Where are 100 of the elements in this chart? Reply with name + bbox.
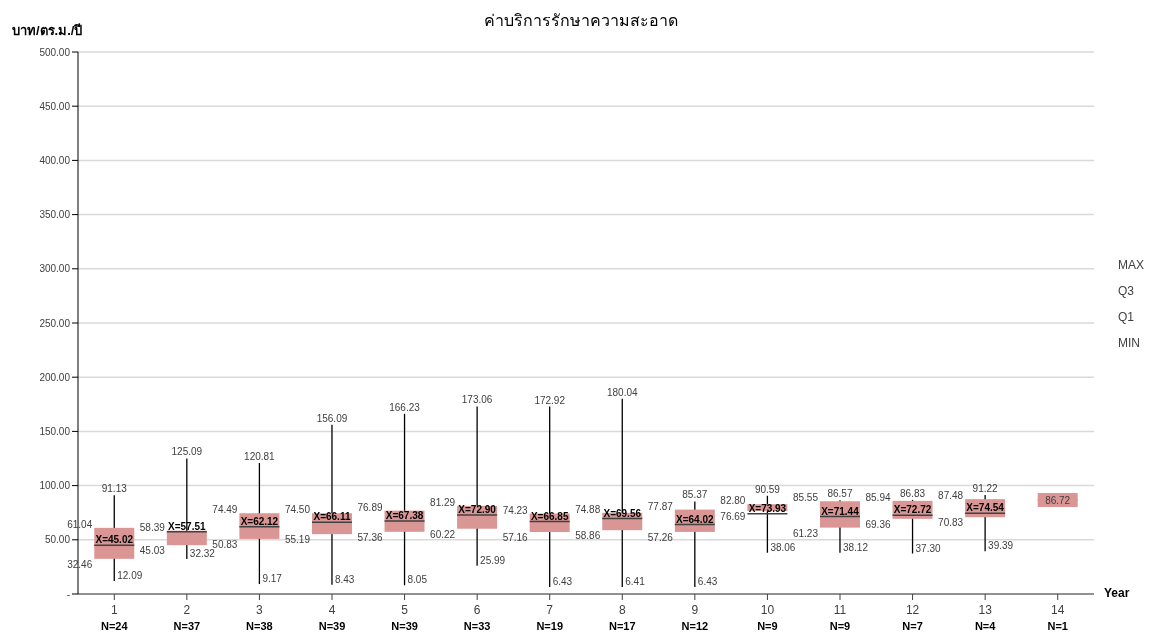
annotation: 74.50 xyxy=(284,504,311,516)
text: N=12 xyxy=(681,620,709,632)
annotation: 76.69 xyxy=(720,510,746,522)
x-tick-label: 5 xyxy=(401,603,409,617)
x-tick-label: 6 xyxy=(473,603,481,617)
x-tick-label: 14 xyxy=(1051,603,1065,617)
text: N=37 xyxy=(173,620,201,632)
y-tick-label: 150.00 xyxy=(39,425,71,437)
x-tick-label: 3 xyxy=(256,603,264,617)
text: N=7 xyxy=(902,620,923,632)
text: N=39 xyxy=(318,620,346,632)
text: N=24 xyxy=(100,620,129,632)
annotation: 25.99 xyxy=(480,554,506,566)
annotation: 74.23 xyxy=(502,504,529,516)
annotation: 86.83 xyxy=(900,487,926,499)
y-tick-label: 250.00 xyxy=(39,317,71,329)
annotation: 6.43 xyxy=(697,576,718,588)
x-axis-title: Year xyxy=(1104,586,1130,600)
annotation: 90.59 xyxy=(754,483,781,495)
y-tick-label: 500.00 xyxy=(39,46,71,58)
annotation: 58.39 xyxy=(139,521,166,533)
x-tick-label: 11 xyxy=(833,603,847,617)
annotation: 82.80 xyxy=(720,495,746,507)
x-tick-label: 1 xyxy=(110,603,118,617)
annotation: 156.09 xyxy=(316,412,348,424)
x-tick-label: 10 xyxy=(760,603,775,617)
annotation: 38.06 xyxy=(770,541,796,553)
annotation: 39.39 xyxy=(988,540,1014,552)
annotation: 45.03 xyxy=(139,545,166,557)
annotation: X=45.02 xyxy=(95,534,134,546)
annotation: 125.09 xyxy=(171,446,203,458)
chart-title: ค่าบริการรักษาความสะอาด xyxy=(484,12,678,29)
text: N=38 xyxy=(246,620,273,632)
annotation: 32.32 xyxy=(189,547,216,559)
annotation: X=62.12 xyxy=(240,515,279,527)
annotation: 86.72 xyxy=(1045,495,1071,506)
annotation: X=72.90 xyxy=(458,503,497,515)
y-tick-label: 50.00 xyxy=(44,534,71,546)
annotation: 9.17 xyxy=(262,573,283,585)
annotation: 57.16 xyxy=(502,532,529,544)
annotation: X=64.02 xyxy=(676,513,715,525)
annotation: 173.06 xyxy=(461,394,493,406)
annotation: X=72.72 xyxy=(893,504,932,516)
text: MIN xyxy=(1118,336,1141,352)
annotation: X=74.54 xyxy=(966,502,1005,514)
annotation: X=73.93 xyxy=(748,502,787,514)
x-tick-label: 9 xyxy=(691,603,699,617)
annotation: 85.37 xyxy=(682,489,708,501)
annotation: 166.23 xyxy=(389,401,421,413)
annotation: 74.88 xyxy=(575,503,601,515)
annotation: 12.09 xyxy=(117,569,143,581)
annotation: 86.57 xyxy=(827,488,853,500)
annotation: 74.49 xyxy=(212,504,238,516)
x-tick-label: 7 xyxy=(546,603,554,617)
annotation: 76.89 xyxy=(357,501,383,513)
annotation: 77.87 xyxy=(647,500,674,512)
text: N=4 xyxy=(974,620,997,632)
text: Q1 xyxy=(1118,310,1135,326)
annotation: X=71.44 xyxy=(821,505,860,517)
annotation: X=69.56 xyxy=(603,507,642,519)
annotation: 8.43 xyxy=(334,573,355,585)
annotation: 8.05 xyxy=(407,574,428,586)
y-tick-label: 350.00 xyxy=(39,209,71,221)
text: N=17 xyxy=(608,620,636,632)
annotation: 60.22 xyxy=(430,528,456,540)
y-tick-label: - xyxy=(66,588,70,600)
annotation: 81.29 xyxy=(430,496,456,508)
annotation: 85.94 xyxy=(865,491,891,503)
text: Q3 xyxy=(1118,284,1135,300)
annotation: 57.36 xyxy=(357,531,383,543)
annotation: 91.22 xyxy=(972,483,999,495)
annotation: 172.92 xyxy=(534,394,566,406)
y-tick-label: 200.00 xyxy=(39,371,71,383)
annotation: 57.26 xyxy=(647,531,674,543)
y-tick-label: 100.00 xyxy=(39,480,71,492)
text: MAX xyxy=(1118,258,1145,274)
annotation: X=66.85 xyxy=(530,510,569,522)
annotation: 50.83 xyxy=(212,538,238,550)
annotation: 6.41 xyxy=(625,576,646,588)
x-tick-label: 8 xyxy=(618,603,626,617)
text: N=33 xyxy=(463,620,491,632)
y-tick-label: 300.00 xyxy=(39,263,71,275)
x-tick-label: 4 xyxy=(328,603,336,617)
annotation: 120.81 xyxy=(244,451,276,463)
annotation: X=66.11 xyxy=(313,511,351,523)
annotation: 6.43 xyxy=(552,576,573,588)
y-tick-label: 450.00 xyxy=(39,100,71,112)
annotation: 91.13 xyxy=(101,483,128,495)
annotation: 37.30 xyxy=(915,542,942,554)
annotation: 69.36 xyxy=(865,518,891,530)
annotation: X=67.38 xyxy=(385,509,424,521)
y-tick-label: 400.00 xyxy=(39,154,71,166)
annotation: 87.48 xyxy=(938,490,964,502)
annotation: 70.83 xyxy=(938,517,964,529)
text: N=9 xyxy=(757,620,778,632)
annotation: 58.86 xyxy=(575,530,601,542)
annotation: 55.19 xyxy=(284,534,311,546)
text: N=19 xyxy=(536,620,564,632)
text: N=39 xyxy=(391,620,418,632)
annotation: 61.23 xyxy=(792,527,819,539)
